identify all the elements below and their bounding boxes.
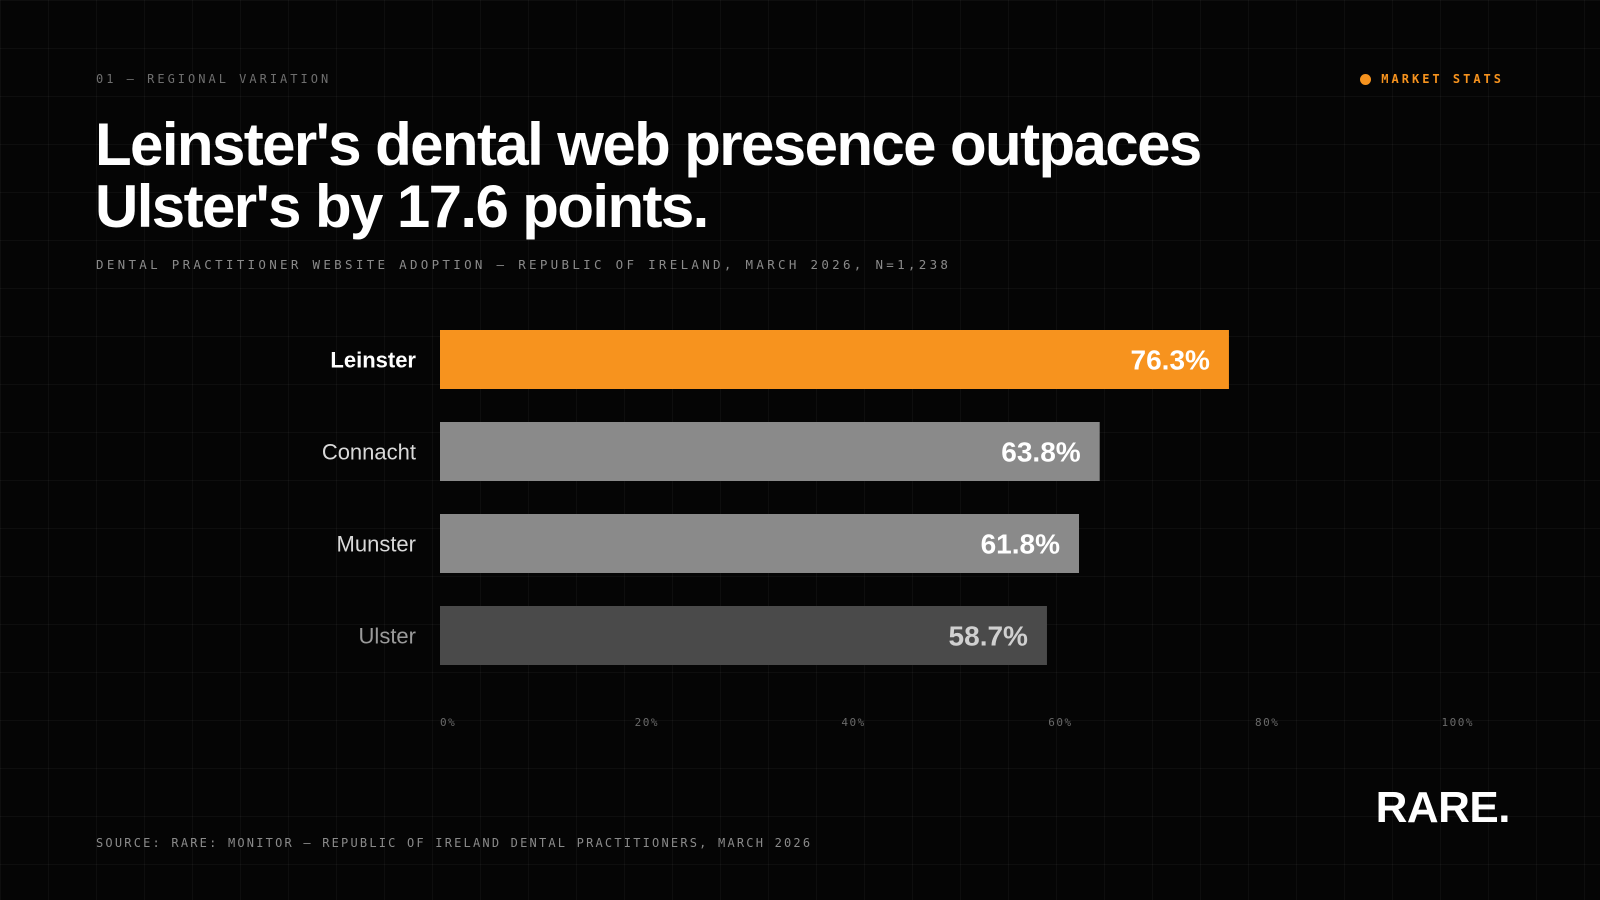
bar-connacht: [440, 422, 1100, 481]
dot-icon: [1360, 73, 1372, 85]
x-tick-label: 20%: [635, 716, 659, 729]
category-label-ulster: Ulster: [359, 624, 416, 649]
value-label-connacht: 63.8%: [1001, 437, 1080, 468]
brand-logo: RARE.: [1375, 783, 1511, 832]
category-label-connacht: Connacht: [322, 440, 416, 465]
category-label-munster: Munster: [337, 532, 416, 557]
chart-subtitle: DENTAL PRACTITIONER WEBSITE ADOPTION — R…: [96, 257, 952, 272]
source-note: SOURCE: RARE: MONITOR — REPUBLIC OF IREL…: [96, 836, 813, 850]
category-label-leinster: Leinster: [330, 348, 416, 373]
bar-munster: [440, 514, 1080, 573]
headline: Leinster's dental web presence outpaces …: [95, 111, 1202, 240]
x-tick-label: 0%: [440, 716, 456, 729]
bar-ulster: [440, 606, 1047, 665]
market-stats-tag: MARKET STATS: [1360, 72, 1504, 86]
value-label-ulster: 58.7%: [949, 621, 1028, 652]
x-tick-label: 60%: [1048, 716, 1072, 729]
value-label-leinster: 76.3%: [1131, 345, 1210, 376]
bar-chart: Leinster 76.3% Connacht 63.8% Munster 61.8% Ul…: [322, 330, 1475, 729]
x-tick-label: 100%: [1442, 716, 1475, 729]
value-label-munster: 61.8%: [981, 529, 1060, 560]
x-tick-label: 80%: [1255, 716, 1279, 729]
section-kicker: 01 — REGIONAL VARIATION: [96, 72, 332, 86]
bar-leinster: [440, 330, 1229, 389]
market-stats-label: MARKET STATS: [1381, 72, 1504, 86]
x-tick-label: 40%: [841, 716, 865, 729]
